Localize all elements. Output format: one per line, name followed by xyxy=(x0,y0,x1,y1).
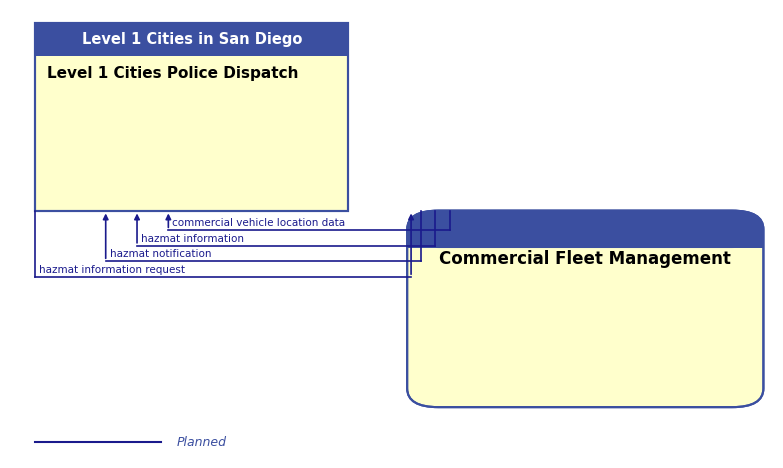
Text: hazmat information: hazmat information xyxy=(141,234,244,244)
Text: Level 1 Cities in San Diego: Level 1 Cities in San Diego xyxy=(81,32,302,47)
Text: Level 1 Cities Police Dispatch: Level 1 Cities Police Dispatch xyxy=(47,66,298,80)
Bar xyxy=(35,23,348,211)
Bar xyxy=(35,23,348,56)
Text: hazmat information request: hazmat information request xyxy=(39,265,185,275)
FancyBboxPatch shape xyxy=(407,211,763,248)
Text: hazmat notification: hazmat notification xyxy=(110,249,211,259)
Text: commercial vehicle location data: commercial vehicle location data xyxy=(172,219,345,228)
Text: Planned: Planned xyxy=(176,436,226,449)
Bar xyxy=(407,229,763,248)
FancyBboxPatch shape xyxy=(407,211,763,407)
Text: Commercial Fleet Management: Commercial Fleet Management xyxy=(439,250,731,268)
Bar xyxy=(35,23,348,211)
